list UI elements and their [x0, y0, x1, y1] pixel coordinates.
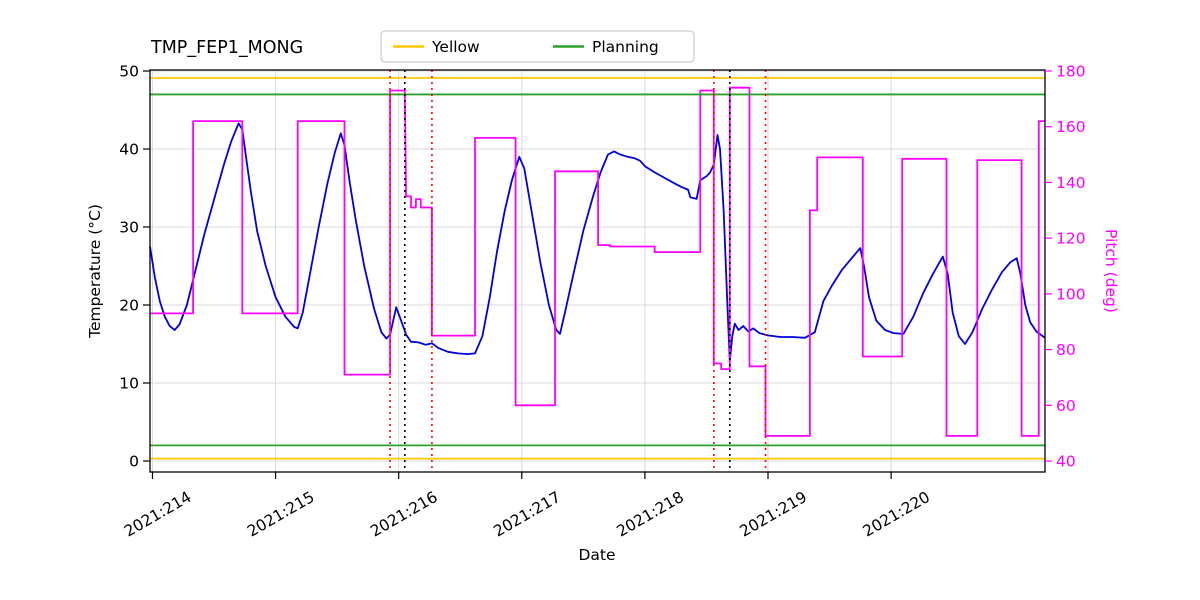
legend-box — [380, 30, 695, 63]
y-tick-label-right: 100 — [1056, 285, 1086, 303]
x-tick-label: 2021:214 — [121, 488, 194, 541]
y-tick-label-right: 180 — [1056, 63, 1086, 81]
chart-title: TMP_FEP1_MONG — [150, 38, 303, 58]
y-tick-label-right: 160 — [1056, 118, 1086, 136]
x-tick-label: 2021:215 — [244, 488, 317, 541]
y-tick-label-left: 50 — [119, 63, 139, 81]
y-tick-label-right: 40 — [1056, 452, 1076, 470]
y-tick-label-left: 0 — [129, 453, 139, 471]
x-tick-label: 2021:217 — [490, 488, 563, 541]
gridlines — [150, 70, 1045, 472]
y-tick-label-left: 30 — [119, 219, 139, 237]
legend: Yellow Planning — [380, 30, 695, 63]
y-tick-label-right: 140 — [1056, 174, 1086, 192]
y-tick-label-left: 40 — [119, 141, 139, 159]
axis-ticks: 2021:214 2021:215 2021:216 2021:217 2021:218… — [119, 63, 1085, 541]
temperature-series — [149, 122, 1046, 363]
x-tick-label: 2021:216 — [367, 488, 440, 541]
y-tick-label-right: 60 — [1056, 397, 1076, 415]
x-tick-label: 2021:218 — [614, 488, 687, 541]
plot-frame — [149, 69, 1046, 473]
y-tick-label-right: 120 — [1056, 230, 1086, 248]
y-tick-label-left: 20 — [119, 297, 139, 315]
x-axis-label: Date — [578, 546, 615, 564]
legend-planning-label: Planning — [592, 38, 659, 56]
legend-yellow-label: Yellow — [431, 38, 480, 56]
pitch-series — [150, 86, 1045, 437]
y-axis-label-right: Pitch (deg) — [1102, 229, 1120, 313]
y-tick-label-left: 10 — [119, 375, 139, 393]
y-axis-label-left: Temperature (°C) — [86, 204, 104, 339]
x-tick-label: 2021:220 — [860, 488, 933, 541]
limit-and-event-lines — [150, 70, 1045, 472]
y-tick-label-right: 80 — [1056, 341, 1076, 359]
x-tick-label: 2021:219 — [737, 488, 810, 541]
data-series — [149, 86, 1046, 437]
